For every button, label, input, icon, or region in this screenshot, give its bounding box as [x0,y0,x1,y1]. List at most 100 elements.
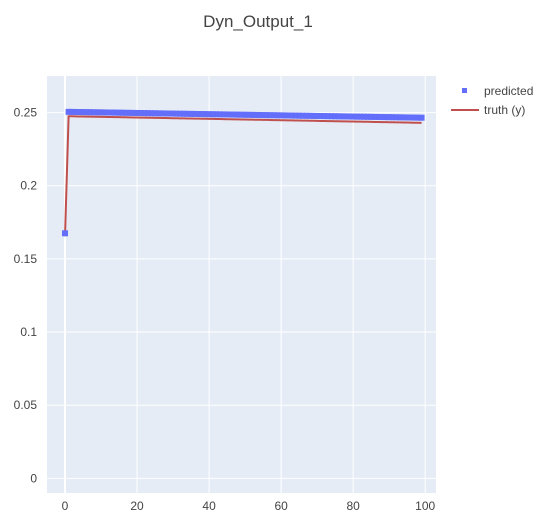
predicted-point [252,111,259,118]
predicted-point [130,109,137,116]
predicted-point [188,110,195,117]
predicted-point [332,113,339,120]
predicted-point [263,112,270,119]
predicted-point [195,111,202,117]
predicted-point [184,110,191,117]
predicted-point [270,112,277,119]
predicted-point [166,110,173,117]
predicted-point [105,109,112,116]
predicted-point [292,112,299,119]
predicted-point [173,110,180,117]
legend-label-predicted: predicted [484,84,533,98]
predicted-point [350,113,357,120]
x-tick-label: 60 [274,499,288,513]
predicted-point [404,114,411,121]
plot-area [47,76,436,493]
predicted-point [98,109,105,116]
predicted-point [274,112,281,119]
predicted-point [170,110,177,117]
predicted-point [407,114,414,121]
predicted-point [411,114,418,121]
predicted-point [231,111,238,118]
predicted-point [216,111,223,118]
predicted-point [180,110,187,117]
predicted-point [342,113,349,120]
legend-swatch-predicted [462,88,467,93]
predicted-point [177,110,184,117]
predicted-point [123,109,130,116]
axes: 0 20 40 60 80 100 0 0.05 0.1 0.15 0.2 0.25 [14,106,436,513]
predicted-point [152,110,159,117]
predicted-point [209,111,216,118]
y-tick-label: 0.2 [20,179,37,193]
predicted-point [378,114,385,121]
predicted-point [324,113,331,120]
legend-item-predicted[interactable]: predicted [462,84,533,98]
predicted-point [83,109,90,116]
predicted-point [335,113,342,120]
predicted-point [116,109,123,116]
predicted-point [69,108,76,115]
predicted-point [144,110,151,117]
series-line-truth [64,115,422,237]
predicted-point [245,111,252,118]
legend[interactable]: predicted truth (y) [451,84,533,117]
x-tick-label: 40 [202,499,216,513]
x-tick-label: 80 [346,499,360,513]
predicted-point [101,109,108,116]
predicted-point [90,109,97,116]
predicted-point [328,113,335,120]
predicted-point [80,109,87,116]
predicted-point [285,112,292,119]
predicted-point [393,114,400,121]
predicted-point [162,110,169,117]
predicted-point [202,111,209,118]
predicted-point [224,111,231,118]
predicted-point [418,114,425,121]
predicted-point [267,112,274,119]
predicted-point [76,109,83,116]
predicted-point [206,111,213,118]
predicted-point [220,111,227,118]
series [62,108,425,237]
y-tick-label: 0.1 [20,325,37,339]
predicted-point [242,111,249,118]
predicted-point [141,110,148,117]
predicted-point [321,113,328,120]
predicted-point [227,111,234,118]
predicted-point [62,230,69,237]
predicted-point [396,114,403,121]
x-tick-label: 0 [62,499,69,513]
y-tick-label: 0.25 [14,106,38,120]
predicted-point [260,112,267,119]
predicted-point [368,113,375,120]
predicted-point [414,114,421,121]
chart-title: Dyn_Output_1 [203,12,313,31]
predicted-point [126,109,133,116]
predicted-point [108,109,115,116]
predicted-point [155,110,162,117]
predicted-point [72,108,79,115]
predicted-point [346,113,353,120]
predicted-point [278,112,285,119]
predicted-point [339,113,346,120]
predicted-point [375,113,382,120]
predicted-point [296,112,303,119]
predicted-point [198,111,205,118]
legend-item-truth[interactable]: truth (y) [451,103,525,117]
predicted-point [112,109,119,116]
predicted-point [382,114,389,121]
predicted-point [134,109,141,116]
predicted-point [303,112,310,119]
x-tick-label: 20 [130,499,144,513]
predicted-point [317,113,324,120]
y-tick-label: 0 [30,471,37,485]
predicted-point [389,114,396,121]
predicted-point [386,114,393,121]
predicted-point [288,112,295,119]
predicted-point [353,113,360,120]
predicted-point [371,113,378,120]
y-tick-label: 0.15 [14,252,38,266]
predicted-point [256,112,263,119]
